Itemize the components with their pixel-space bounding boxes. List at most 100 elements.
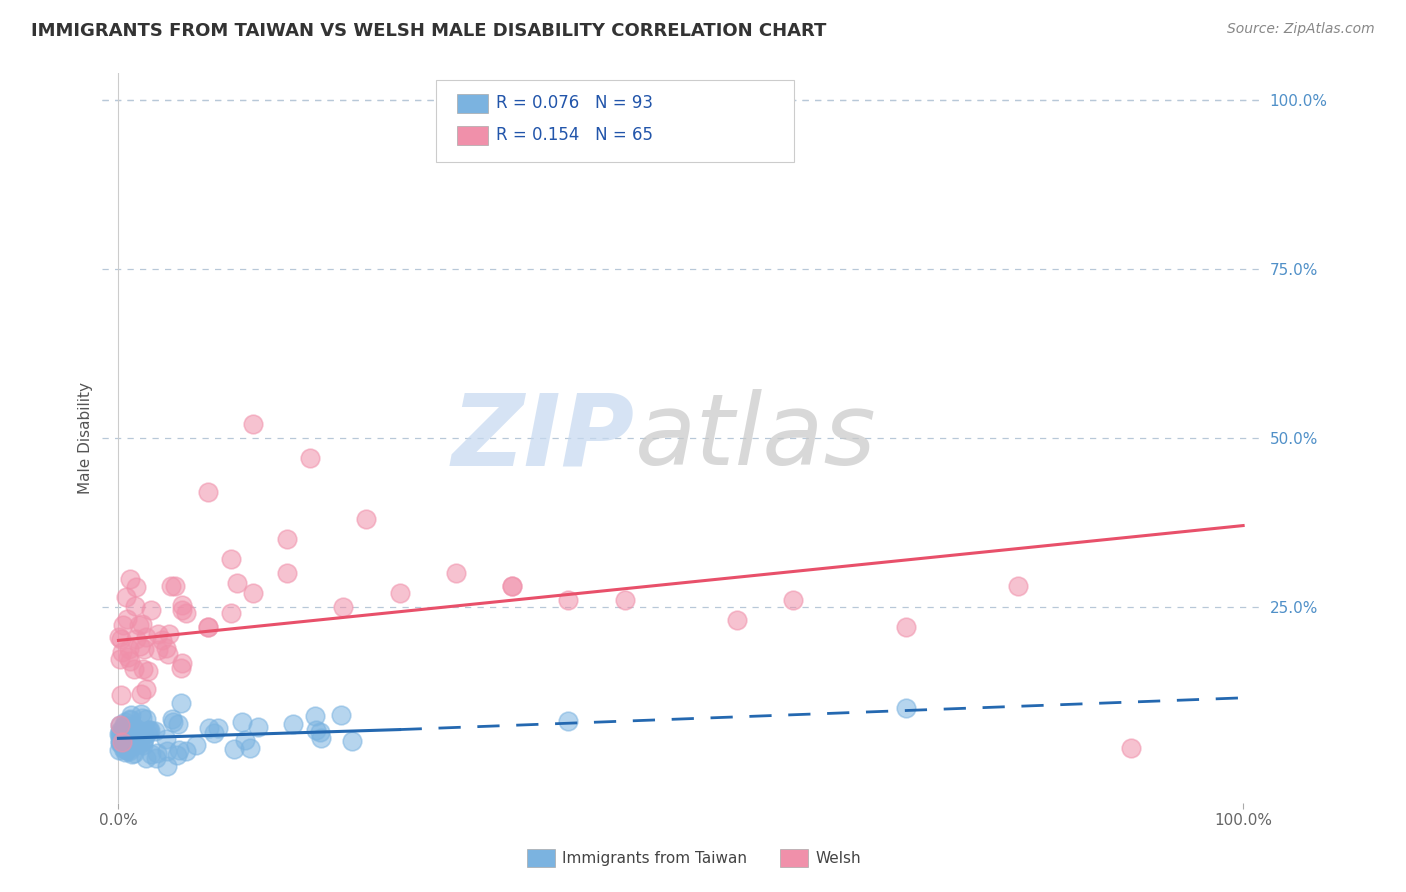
Point — [124, 599, 146, 614]
Point — [894, 620, 917, 634]
Point — [166, 747, 188, 762]
Point — [170, 598, 193, 612]
Point — [1007, 579, 1029, 593]
Point — [557, 714, 579, 729]
Point — [115, 590, 138, 604]
Point — [242, 586, 264, 600]
Point — [111, 735, 134, 749]
Point — [115, 741, 138, 756]
Point — [135, 630, 157, 644]
Point — [122, 719, 145, 733]
Point — [247, 719, 270, 733]
Point — [108, 630, 131, 644]
Point — [120, 737, 142, 751]
Point — [170, 696, 193, 710]
Text: R = 0.154   N = 65: R = 0.154 N = 65 — [496, 126, 654, 144]
Point — [120, 720, 142, 734]
Point — [501, 579, 523, 593]
Point — [125, 723, 148, 737]
Point — [239, 741, 262, 756]
Point — [134, 727, 156, 741]
Point — [110, 733, 132, 747]
Point — [112, 731, 135, 745]
Point — [115, 743, 138, 757]
Point — [309, 731, 332, 746]
Point — [118, 642, 141, 657]
Point — [131, 687, 153, 701]
Point — [167, 743, 190, 757]
Point — [108, 727, 131, 741]
Point — [557, 593, 579, 607]
Point — [207, 721, 229, 735]
Point — [176, 744, 198, 758]
Point — [129, 730, 152, 744]
Point — [160, 712, 183, 726]
Point — [132, 662, 155, 676]
Point — [329, 707, 352, 722]
Point — [120, 707, 142, 722]
Point — [298, 450, 321, 465]
Point — [122, 725, 145, 739]
Point — [146, 626, 169, 640]
Point — [117, 734, 139, 748]
Point — [118, 733, 141, 747]
Point — [219, 552, 242, 566]
Point — [135, 725, 157, 739]
Point — [134, 731, 156, 746]
Point — [117, 722, 139, 736]
Point — [117, 649, 139, 664]
Point — [281, 717, 304, 731]
Point — [242, 417, 264, 432]
Point — [501, 579, 523, 593]
Text: Source: ZipAtlas.com: Source: ZipAtlas.com — [1227, 22, 1375, 37]
Point — [115, 721, 138, 735]
Text: Immigrants from Taiwan: Immigrants from Taiwan — [562, 851, 748, 865]
Point — [342, 734, 364, 748]
Point — [117, 733, 139, 747]
Point — [224, 742, 246, 756]
Text: R = 0.076   N = 93: R = 0.076 N = 93 — [496, 94, 654, 112]
Point — [141, 747, 163, 761]
Point — [782, 593, 804, 607]
Point — [136, 664, 159, 678]
Point — [197, 620, 219, 634]
Point — [122, 746, 145, 760]
Point — [122, 725, 145, 739]
Point — [150, 632, 173, 647]
Point — [114, 717, 136, 731]
Point — [170, 657, 193, 671]
Point — [276, 532, 298, 546]
Point — [112, 736, 135, 750]
Point — [129, 639, 152, 653]
Point — [125, 580, 148, 594]
Point — [121, 747, 143, 762]
Point — [118, 744, 141, 758]
Point — [120, 739, 142, 753]
Point — [129, 738, 152, 752]
Point — [107, 743, 129, 757]
Point — [112, 740, 135, 755]
Point — [108, 724, 131, 739]
Point — [162, 715, 184, 730]
Point — [197, 620, 219, 634]
Point — [122, 662, 145, 676]
Point — [131, 711, 153, 725]
Point — [124, 632, 146, 647]
Y-axis label: Male Disability: Male Disability — [79, 382, 93, 494]
Point — [135, 751, 157, 765]
Point — [124, 736, 146, 750]
Point — [613, 593, 636, 607]
Point — [110, 632, 132, 647]
Point — [110, 736, 132, 750]
Point — [170, 661, 193, 675]
Point — [125, 735, 148, 749]
Point — [118, 573, 141, 587]
Point — [121, 737, 143, 751]
Point — [304, 708, 326, 723]
Point — [112, 735, 135, 749]
Point — [108, 652, 131, 666]
Point — [226, 575, 249, 590]
Point — [1119, 741, 1142, 756]
Point — [111, 720, 134, 734]
Point — [117, 722, 139, 736]
